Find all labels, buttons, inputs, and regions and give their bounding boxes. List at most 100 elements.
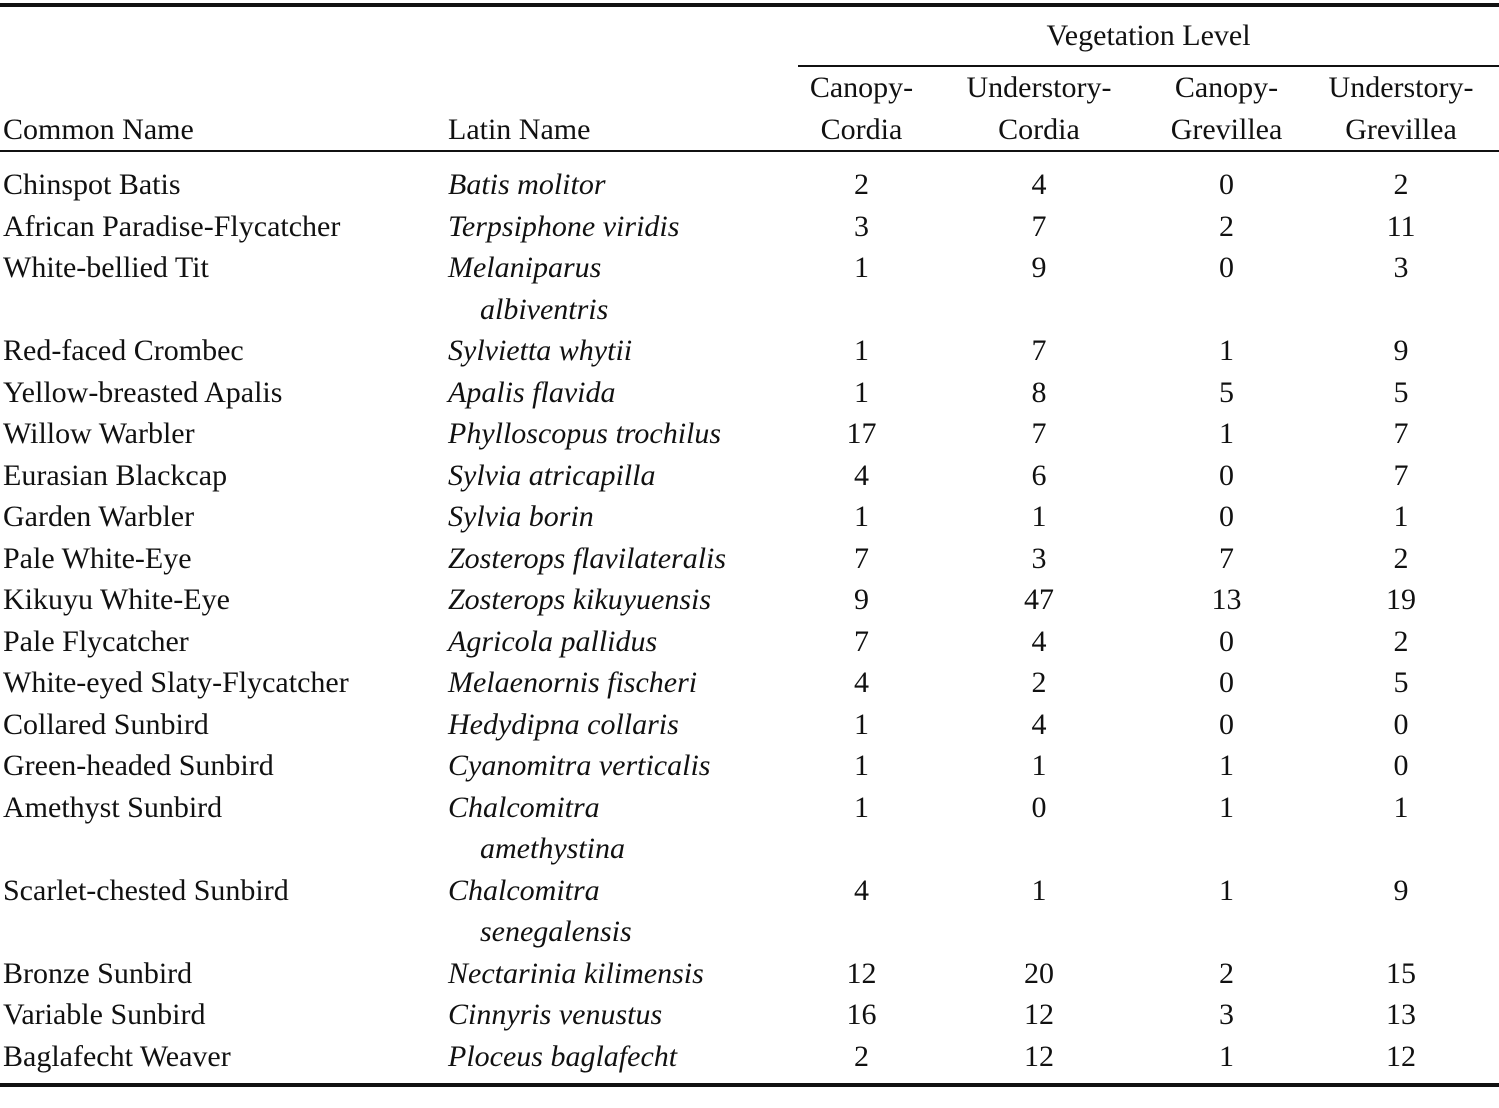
count: 4 (1031, 624, 1047, 658)
count: 0 (1219, 458, 1234, 492)
count: 3 (1031, 541, 1047, 575)
table-row: Baglafecht Weaver Ploceus baglafecht 2 12 1 1… (0, 1036, 1499, 1086)
count: 1 (1031, 873, 1047, 907)
count: 3 (854, 209, 869, 243)
table-row: Kikuyu White-Eye Zosterops kikuyuensis 9 47… (0, 579, 1499, 621)
table-row: Garden Warbler Sylvia borin 1 1 0 1 (0, 496, 1499, 538)
column-header: Understory- Grevillea (1300, 67, 1499, 152)
count: 2 (1393, 624, 1409, 658)
table-row: Willow Warbler Phylloscopus trochilus 17 7 1… (0, 413, 1499, 455)
header-line: Latin Name (448, 112, 591, 146)
common-name: Red-faced Crombec (3, 334, 244, 367)
table-row: Red-faced Crombec Sylvietta whytii 1 7 1 9 (0, 330, 1499, 372)
page: Vegetation Level Common Name Latin Name Ca… (0, 3, 1499, 1108)
latin-line: Sylvietta whytii (448, 334, 633, 367)
latin-name: Nectarinia kilimensis (445, 953, 795, 995)
count: 1 (1219, 417, 1234, 450)
latin-name: Melaenornis fischeri (445, 662, 795, 704)
count: 0 (1219, 624, 1234, 658)
column-header: Understory- Cordia (925, 67, 1150, 152)
table-row: Scarlet-chested Sunbird Chalcomitra senega… (0, 870, 1499, 953)
latin-name: Phylloscopus trochilus (445, 413, 795, 455)
column-header: Canopy- Grevillea (1150, 67, 1300, 152)
latin-line: Zosterops flavilateralis (448, 541, 727, 575)
count: 2 (854, 1039, 869, 1073)
header-line: Grevillea (1345, 112, 1457, 146)
header-line: Canopy- (1174, 71, 1279, 104)
count: 19 (1386, 583, 1417, 616)
common-name: Pale Flycatcher (3, 624, 189, 658)
count: 5 (1393, 375, 1409, 409)
latin-line: Cyanomitra verticalis (448, 749, 711, 782)
table-row: Variable Sunbird Cinnyris venustus 16 12 3 13 (0, 994, 1499, 1036)
latin-name: Terpsiphone viridis (445, 206, 795, 248)
latin-name: Agricola pallidus (445, 621, 795, 663)
count: 1 (1219, 1039, 1234, 1073)
table-row: Amethyst Sunbird Chalcomitra amethystina 1 0… (0, 787, 1499, 870)
count: 1 (854, 334, 869, 367)
latin-name: Batis molitor (445, 151, 795, 206)
table-row: Pale White-Eye Zosterops flavilateralis 7 3… (0, 538, 1499, 580)
count: 1 (1031, 749, 1047, 782)
count: 0 (1219, 707, 1234, 741)
header-line: Common Name (3, 112, 194, 146)
common-name: Baglafecht Weaver (3, 1039, 231, 1073)
latin-line: Ploceus baglafecht (448, 1039, 678, 1073)
latin-name: Ploceus baglafecht (445, 1036, 795, 1086)
latin-name: Hedydipna collaris (445, 704, 795, 746)
count: 13 (1386, 998, 1417, 1031)
table-row: Collared Sunbird Hedydipna collaris 1 4 0 0 (0, 704, 1499, 746)
latin-name: Sylvia borin (445, 496, 795, 538)
latin-name: Zosterops flavilateralis (445, 538, 795, 580)
count: 1 (1219, 790, 1234, 824)
header-row: Common Name Latin Name Canopy- Cordia Unders… (0, 67, 1499, 152)
count: 4 (854, 458, 869, 492)
common-name: Kikuyu White-Eye (3, 583, 230, 616)
latin-name: Sylvietta whytii (445, 330, 795, 372)
latin-line: Melaniparus (448, 251, 602, 284)
count: 3 (1393, 251, 1409, 284)
latin-line: Sylvia atricapilla (448, 458, 656, 492)
count: 1 (1219, 749, 1234, 782)
latin-line: Chalcomitra (448, 873, 600, 907)
latin-line: albiventris (480, 292, 609, 326)
latin-line: Hedydipna collaris (448, 707, 679, 741)
count: 7 (1031, 417, 1047, 450)
header-line: Canopy- (809, 71, 914, 104)
count: 7 (1393, 417, 1409, 450)
column-header: Canopy- Cordia (795, 67, 925, 152)
count: 7 (854, 624, 869, 658)
latin-line: Apalis flavida (448, 375, 616, 409)
common-name: Bronze Sunbird (3, 956, 193, 990)
latin-line: Terpsiphone viridis (448, 209, 680, 243)
count: 7 (1031, 209, 1047, 243)
species-table: Vegetation Level Common Name Latin Name Ca… (0, 3, 1499, 1087)
count: 47 (1024, 583, 1054, 616)
common-name: Amethyst Sunbird (3, 790, 223, 824)
latin-line: senegalensis (480, 915, 632, 948)
common-name: Variable Sunbird (3, 998, 206, 1031)
table-row: Eurasian Blackcap Sylvia atricapilla 4 6 0 7 (0, 455, 1499, 497)
count: 2 (1031, 666, 1047, 699)
count: 11 (1386, 209, 1416, 243)
count: 0 (1219, 666, 1234, 699)
table-row: Green-headed Sunbird Cyanomitra verticali… (0, 745, 1499, 787)
count: 1 (1219, 873, 1234, 907)
latin-name: Cinnyris venustus (445, 994, 795, 1036)
header-line: Grevillea (1170, 112, 1283, 146)
count: 2 (1219, 956, 1234, 990)
latin-name: Chalcomitra amethystina (445, 787, 795, 870)
common-name: White-eyed Slaty-Flycatcher (3, 666, 349, 699)
table-row: Chinspot Batis Batis molitor 2 4 0 2 (0, 151, 1499, 206)
count: 5 (1393, 666, 1409, 699)
count: 2 (1219, 209, 1234, 243)
count: 12 (1024, 998, 1054, 1031)
count: 0 (1219, 168, 1234, 201)
common-name: African Paradise-Flycatcher (3, 209, 341, 243)
count: 9 (1393, 334, 1409, 367)
count: 2 (854, 168, 869, 201)
count: 9 (854, 583, 869, 616)
count: 2 (1393, 541, 1409, 575)
count: 1 (1031, 500, 1047, 533)
column-header: Common Name (0, 67, 445, 152)
